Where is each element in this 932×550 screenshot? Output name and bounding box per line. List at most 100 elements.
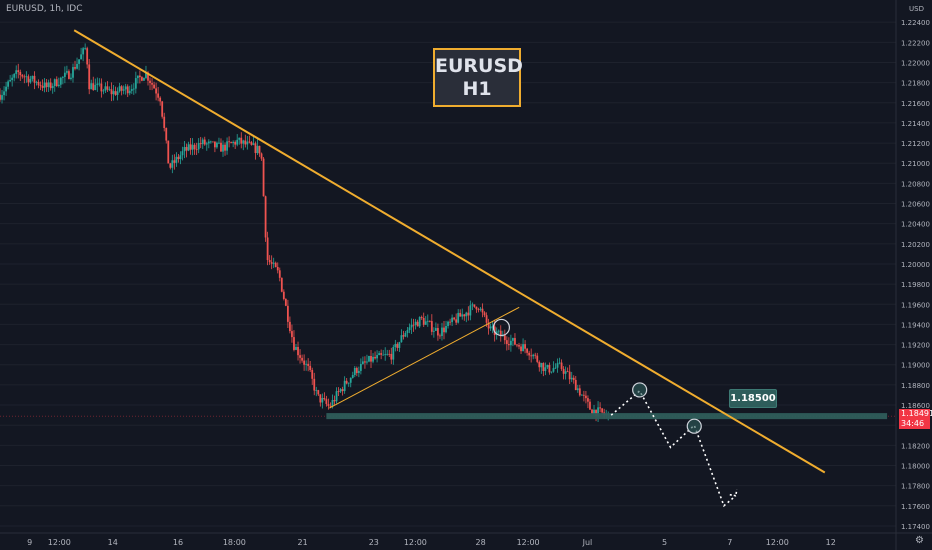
candle-body bbox=[224, 144, 226, 151]
candle-body bbox=[242, 140, 245, 144]
candle-body bbox=[528, 352, 531, 356]
candle-body bbox=[149, 80, 151, 84]
candle-body bbox=[507, 343, 510, 346]
candle-body bbox=[29, 78, 32, 83]
candle-body bbox=[246, 141, 249, 145]
candle-body bbox=[72, 67, 74, 78]
candle-body bbox=[35, 81, 38, 83]
candle-body bbox=[475, 306, 478, 310]
candle-body bbox=[487, 322, 490, 329]
candle-body bbox=[400, 335, 403, 343]
candle-body bbox=[441, 327, 443, 337]
price-tick-label: 1.20000 bbox=[901, 261, 930, 269]
candle-body bbox=[516, 344, 518, 346]
candle-body bbox=[104, 86, 107, 91]
candle-body bbox=[260, 153, 263, 159]
candle-body bbox=[390, 353, 393, 360]
candle-body bbox=[512, 338, 514, 341]
candle-body bbox=[74, 67, 76, 69]
candle-body bbox=[155, 88, 158, 94]
price-tick-label: 1.21800 bbox=[901, 80, 930, 88]
candle-body bbox=[19, 71, 22, 76]
candle-body bbox=[451, 317, 454, 323]
candle-body bbox=[76, 63, 78, 69]
candle-body bbox=[201, 139, 204, 145]
candle-body bbox=[469, 305, 472, 316]
time-tick-label: 7 bbox=[727, 538, 732, 547]
candle-body bbox=[80, 54, 82, 60]
candle-body bbox=[449, 321, 451, 323]
touch-point-circle bbox=[686, 418, 702, 434]
candle-body bbox=[55, 79, 58, 86]
rising-support-line bbox=[329, 306, 520, 409]
candle-body bbox=[580, 394, 583, 396]
time-tick-label: 12:00 bbox=[48, 538, 71, 547]
candle-body bbox=[437, 328, 439, 336]
candle-body bbox=[420, 317, 423, 319]
candle-body bbox=[410, 324, 413, 328]
candle-body bbox=[345, 380, 348, 384]
candle-body bbox=[159, 97, 162, 102]
candle-body bbox=[177, 156, 180, 160]
candle-body bbox=[207, 141, 210, 144]
candle-body bbox=[295, 347, 297, 350]
candle-body bbox=[394, 343, 397, 348]
candle-body bbox=[282, 291, 285, 300]
candle-body bbox=[157, 93, 160, 98]
candle-body bbox=[530, 355, 533, 357]
time-tick-label: 21 bbox=[298, 538, 308, 547]
candle-body bbox=[556, 363, 559, 368]
price-tick-label: 1.20400 bbox=[901, 221, 930, 229]
candle-body bbox=[236, 139, 239, 145]
candle-body bbox=[439, 335, 441, 337]
candle-body bbox=[374, 356, 376, 359]
candle-body bbox=[552, 368, 555, 372]
price-tick-label: 1.20600 bbox=[901, 201, 930, 209]
candle-body bbox=[396, 343, 399, 348]
time-tick-label: 12:00 bbox=[766, 538, 789, 547]
candle-body bbox=[161, 101, 164, 117]
candle-body bbox=[578, 388, 581, 396]
candle-body bbox=[524, 344, 526, 349]
candle-body bbox=[106, 86, 109, 90]
candle-body bbox=[175, 156, 178, 163]
candle-body bbox=[382, 354, 385, 356]
candle-body bbox=[489, 326, 492, 329]
price-tick-label: 1.18600 bbox=[901, 402, 930, 410]
candle-body bbox=[181, 151, 184, 156]
candle-body bbox=[151, 83, 153, 85]
candle-body bbox=[130, 89, 133, 91]
candle-body bbox=[416, 321, 419, 327]
last-price-marker: 1.18491 34:46 bbox=[899, 409, 932, 429]
candle-body bbox=[205, 143, 208, 145]
candle-body bbox=[388, 353, 391, 355]
candle-body bbox=[465, 312, 468, 317]
gear-icon[interactable]: ⚙ bbox=[915, 535, 924, 546]
price-tick-label: 1.19200 bbox=[901, 342, 930, 350]
candle-body bbox=[143, 77, 145, 81]
candle-body bbox=[564, 371, 567, 374]
candle-body bbox=[467, 312, 470, 316]
candle-body bbox=[240, 137, 243, 144]
candle-body bbox=[209, 141, 212, 143]
candle-body bbox=[169, 163, 172, 168]
candle-body bbox=[509, 340, 512, 346]
candle-body bbox=[408, 327, 411, 331]
price-tick-label: 1.19600 bbox=[901, 301, 930, 309]
candle-body bbox=[193, 144, 196, 150]
candle-body bbox=[120, 86, 123, 91]
candle-body bbox=[554, 367, 557, 369]
candle-body bbox=[582, 394, 585, 396]
candle-body bbox=[100, 83, 103, 92]
candle-body bbox=[597, 407, 599, 417]
candle-body bbox=[27, 76, 30, 83]
candle-body bbox=[165, 127, 168, 141]
candle-body bbox=[21, 75, 24, 77]
candle-body bbox=[147, 72, 149, 81]
candle-body bbox=[522, 344, 524, 352]
candle-body bbox=[386, 353, 389, 355]
candle-body bbox=[574, 379, 577, 391]
candle-body bbox=[455, 319, 458, 323]
candle-body bbox=[364, 361, 366, 363]
candle-body bbox=[118, 86, 121, 92]
